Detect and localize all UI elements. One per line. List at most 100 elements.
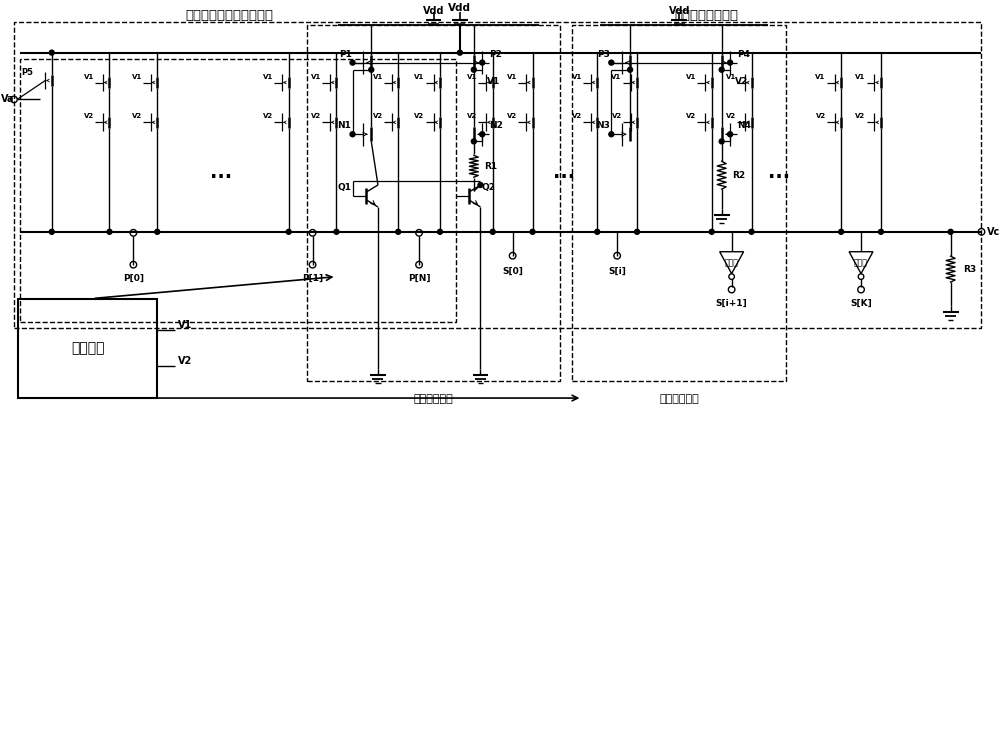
- Polygon shape: [720, 252, 744, 274]
- Text: V1: V1: [132, 74, 142, 79]
- Text: Va: Va: [1, 94, 14, 105]
- Text: 动态温度补偿电路: 动态温度补偿电路: [675, 10, 739, 22]
- Circle shape: [728, 60, 733, 65]
- Circle shape: [948, 230, 953, 234]
- Circle shape: [728, 132, 733, 137]
- Bar: [14, 22, 981, 328]
- Text: V1: V1: [572, 74, 582, 79]
- Circle shape: [350, 60, 355, 65]
- Circle shape: [457, 50, 462, 55]
- Text: P5: P5: [21, 68, 33, 77]
- Circle shape: [839, 230, 844, 234]
- Polygon shape: [849, 252, 873, 274]
- Text: V2: V2: [855, 113, 866, 119]
- Circle shape: [478, 183, 483, 188]
- Text: N3: N3: [596, 121, 610, 130]
- Bar: [20, 59, 456, 322]
- Circle shape: [878, 230, 883, 234]
- Circle shape: [530, 230, 535, 234]
- Bar: [18, 299, 157, 398]
- Text: N2: N2: [489, 121, 503, 130]
- Circle shape: [595, 230, 600, 234]
- Text: V2: V2: [816, 113, 826, 119]
- Text: Vdd: Vdd: [448, 3, 471, 13]
- Bar: [307, 25, 560, 381]
- Text: Vdd: Vdd: [669, 6, 690, 16]
- Circle shape: [609, 132, 614, 137]
- Text: V2: V2: [507, 113, 517, 119]
- Text: 偏置电路: 偏置电路: [71, 342, 104, 355]
- Text: R2: R2: [732, 171, 745, 180]
- Text: Vc: Vc: [987, 227, 1000, 237]
- Text: P3: P3: [597, 49, 610, 59]
- Circle shape: [709, 230, 714, 234]
- Text: 第一偏置电路: 第一偏置电路: [414, 394, 453, 404]
- Circle shape: [471, 139, 476, 144]
- Circle shape: [369, 67, 374, 72]
- Circle shape: [437, 230, 442, 234]
- Text: R3: R3: [964, 265, 977, 274]
- Text: V1: V1: [414, 74, 425, 79]
- Text: ...: ...: [210, 163, 232, 182]
- Text: Q2: Q2: [482, 183, 496, 191]
- Text: ...: ...: [768, 163, 790, 182]
- Text: Vdd: Vdd: [423, 6, 444, 16]
- Text: V1: V1: [487, 77, 500, 86]
- Text: P[N]: P[N]: [408, 274, 430, 283]
- Bar: [572, 25, 786, 381]
- Text: P[0]: P[0]: [123, 274, 144, 283]
- Text: V2: V2: [467, 113, 477, 119]
- Text: P4: P4: [737, 49, 750, 59]
- Text: V1: V1: [507, 74, 517, 79]
- Circle shape: [749, 230, 754, 234]
- Text: S[i]: S[i]: [608, 267, 626, 276]
- Text: V1: V1: [178, 320, 192, 330]
- Text: V1: V1: [815, 74, 826, 79]
- Text: N1: N1: [337, 121, 351, 130]
- Text: 反相器: 反相器: [854, 258, 868, 267]
- Text: 静态温度补偿电流源阵列: 静态温度补偿电流源阵列: [185, 10, 273, 22]
- Text: V2: V2: [414, 113, 425, 119]
- Text: V2: V2: [612, 113, 622, 119]
- Circle shape: [49, 50, 54, 55]
- Text: V2: V2: [178, 356, 192, 367]
- Text: V2: V2: [263, 113, 273, 119]
- Circle shape: [719, 139, 724, 144]
- Circle shape: [286, 230, 291, 234]
- Text: Q1: Q1: [337, 183, 351, 191]
- Text: N4: N4: [737, 121, 751, 130]
- Circle shape: [350, 132, 355, 137]
- Text: V1: V1: [84, 74, 94, 79]
- Circle shape: [628, 67, 633, 72]
- Circle shape: [471, 67, 476, 72]
- Circle shape: [155, 230, 160, 234]
- Circle shape: [49, 230, 54, 234]
- Circle shape: [334, 230, 339, 234]
- Text: S[i+1]: S[i+1]: [716, 299, 748, 308]
- Text: S[K]: S[K]: [850, 299, 872, 308]
- Text: V1: V1: [726, 74, 736, 79]
- Text: V1: V1: [686, 74, 696, 79]
- Text: V2: V2: [373, 113, 383, 119]
- Circle shape: [635, 230, 640, 234]
- Text: V1: V1: [372, 74, 383, 79]
- Circle shape: [609, 60, 614, 65]
- Text: 反相器: 反相器: [725, 258, 739, 267]
- Text: ...: ...: [553, 163, 575, 182]
- Text: V2: V2: [311, 113, 321, 119]
- Text: V1: V1: [467, 74, 477, 79]
- Text: 第二偏置电路: 第二偏置电路: [659, 394, 699, 404]
- Circle shape: [480, 132, 485, 137]
- Text: R1: R1: [484, 162, 497, 171]
- Text: V2: V2: [132, 113, 142, 119]
- Text: V1: V1: [263, 74, 273, 79]
- Text: V2: V2: [735, 77, 748, 86]
- Text: P2: P2: [489, 49, 502, 59]
- Text: V2: V2: [686, 113, 696, 119]
- Text: V1: V1: [311, 74, 321, 79]
- Text: V2: V2: [726, 113, 736, 119]
- Circle shape: [107, 230, 112, 234]
- Text: P[1]: P[1]: [302, 274, 323, 283]
- Text: V2: V2: [84, 113, 94, 119]
- Circle shape: [396, 230, 401, 234]
